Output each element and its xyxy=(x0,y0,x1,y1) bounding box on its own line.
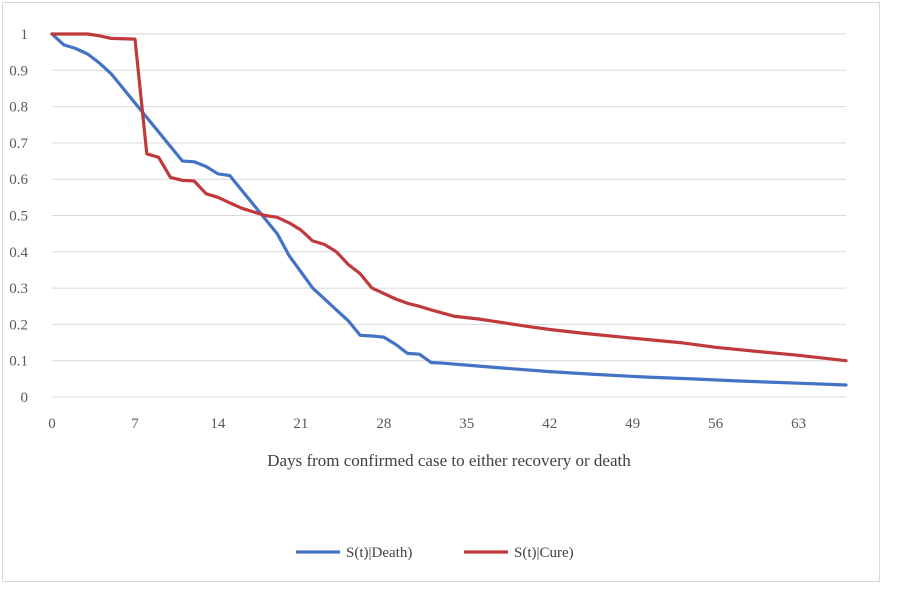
x-tick-label: 7 xyxy=(131,416,139,432)
y-tick-label: 0.7 xyxy=(9,136,28,152)
x-tick-label: 14 xyxy=(210,416,226,432)
x-axis-ticks: 0 7 14 21 28 35 42 49 56 63 xyxy=(48,416,806,432)
legend-label-1: S(t)|Death) xyxy=(346,545,412,561)
x-tick-label: 21 xyxy=(293,416,308,432)
legend: S(t)|Death) S(t)|Cure) xyxy=(296,545,574,561)
y-tick-label: 0 xyxy=(21,390,29,406)
y-tick-label: 0.5 xyxy=(9,209,28,225)
x-axis-title: Days from confirmed case to either recov… xyxy=(267,451,631,470)
y-tick-label: 0.6 xyxy=(9,172,28,188)
gridlines xyxy=(52,33,846,398)
x-tick-label: 28 xyxy=(376,416,391,432)
x-tick-label: 49 xyxy=(625,416,640,432)
y-tick-label: 0.9 xyxy=(9,63,28,79)
chart-frame xyxy=(2,2,880,582)
series-line-1 xyxy=(50,32,848,387)
y-tick-label: 0.1 xyxy=(9,354,28,370)
y-tick-label: 1 xyxy=(21,27,29,43)
x-tick-label: 56 xyxy=(708,416,724,432)
series-line-2 xyxy=(50,32,848,363)
x-tick-label: 35 xyxy=(459,416,474,432)
x-tick-label: 42 xyxy=(542,416,557,432)
legend-label-2: S(t)|Cure) xyxy=(514,545,574,561)
y-tick-label: 0.4 xyxy=(9,245,28,261)
series-lines xyxy=(50,32,848,387)
x-tick-label: 63 xyxy=(791,416,806,432)
y-tick-label: 0.8 xyxy=(9,100,28,116)
x-tick-label: 0 xyxy=(48,416,56,432)
y-tick-label: 0.3 xyxy=(9,281,28,297)
y-tick-label: 0.2 xyxy=(9,317,28,333)
y-axis-ticks: 0 0.1 0.2 0.3 0.4 0.5 0.6 0.7 0.8 0.9 1 xyxy=(9,27,28,406)
